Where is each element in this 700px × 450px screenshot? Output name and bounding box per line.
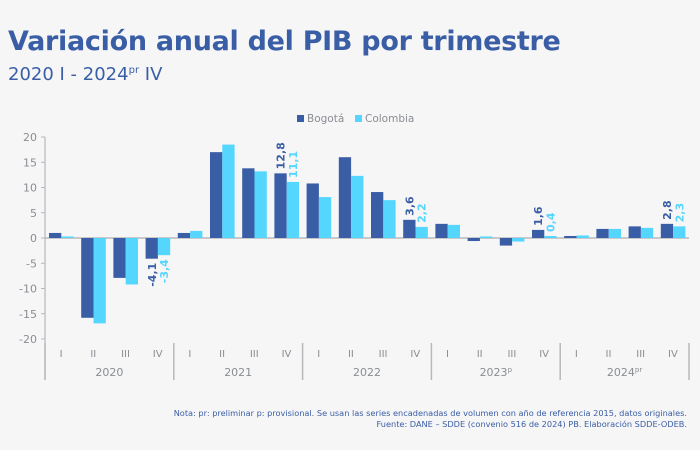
bar-colombia — [286, 181, 299, 238]
y-tick-label: 0 — [30, 232, 37, 245]
x-quarter-label: III — [379, 349, 388, 360]
bar-bogota — [371, 192, 384, 238]
y-tick-label: -5 — [26, 257, 37, 270]
x-quarter-label: IV — [410, 349, 420, 360]
x-quarter-label: IV — [282, 349, 292, 360]
x-quarter-label: III — [507, 349, 516, 360]
bar-colombia — [447, 224, 460, 238]
bar-colombia — [415, 226, 428, 238]
subtitle-main: 2020 I - 2024 — [8, 64, 129, 85]
bar-colombia — [383, 200, 396, 238]
bar-colombia — [222, 144, 235, 238]
x-quarter-label: II — [606, 349, 612, 360]
y-tick-label: 5 — [30, 207, 37, 220]
data-label-colombia: 11,1 — [287, 151, 300, 178]
bar-colombia — [576, 235, 589, 238]
y-tick-label: 15 — [23, 156, 37, 169]
note-text: Nota: pr: preliminar p: provisional. Se … — [173, 408, 687, 418]
bar-colombia — [608, 228, 621, 238]
bar-bogota — [274, 173, 287, 238]
bar-bogota — [467, 238, 480, 242]
data-label-colombia: 0,4 — [544, 212, 557, 232]
y-tick-label: 10 — [23, 182, 37, 195]
x-quarter-label: III — [250, 349, 259, 360]
subtitle-sup: pr — [128, 65, 140, 76]
bar-bogota — [145, 238, 158, 259]
bar-bogota — [532, 229, 545, 238]
x-quarter-label: IV — [668, 349, 678, 360]
bar-bogota — [306, 183, 319, 238]
data-label-bogota: 1,6 — [532, 206, 545, 226]
x-year-label: 2020 — [95, 366, 123, 379]
bar-bogota — [596, 228, 609, 238]
source-text: Fuente: DANE – SDDE (convenio 516 de 202… — [376, 419, 687, 429]
x-year-label: 2024pr — [607, 366, 642, 379]
legend-label-colombia: Colombia — [365, 113, 414, 125]
bar-colombia — [254, 171, 267, 238]
data-label-bogota: -4,1 — [146, 263, 159, 287]
x-quarter-label: I — [575, 349, 578, 360]
bar-bogota — [403, 219, 416, 238]
bar-colombia — [125, 238, 138, 285]
bar-bogota — [177, 232, 191, 238]
legend-label-bogota: Bogotá — [307, 113, 344, 125]
bar-bogota — [242, 168, 255, 238]
bar-bogota — [210, 152, 223, 238]
bar-colombia — [61, 236, 74, 238]
y-tick-label: -10 — [19, 283, 37, 296]
bar-bogota — [435, 223, 448, 238]
data-label-bogota: 12,8 — [275, 142, 288, 169]
x-quarter-label: I — [60, 349, 63, 360]
x-quarter-label: II — [477, 349, 483, 360]
bar-bogota — [49, 232, 62, 238]
x-year-label: 2021 — [224, 366, 252, 379]
bar-colombia — [640, 227, 654, 238]
data-label-colombia: -3,4 — [158, 259, 171, 283]
data-label-bogota: 2,8 — [661, 200, 674, 220]
legend-swatch-bogota — [297, 115, 304, 122]
bar-colombia — [318, 197, 332, 238]
bar-bogota — [660, 223, 674, 238]
data-label-colombia: 2,3 — [673, 203, 686, 223]
bar-colombia — [93, 238, 106, 324]
x-year-label: 2023p — [480, 366, 513, 379]
bar-bogota — [628, 226, 641, 238]
bar-bogota — [113, 238, 126, 278]
x-quarter-label: II — [219, 349, 225, 360]
bar-colombia — [512, 238, 525, 242]
legend-swatch-colombia — [355, 115, 362, 122]
subtitle-end: IV — [139, 64, 163, 85]
y-tick-label: -15 — [19, 308, 37, 321]
data-label-bogota: 3,6 — [403, 196, 416, 216]
bar-colombia — [544, 235, 557, 238]
x-quarter-label: III — [636, 349, 645, 360]
bar-colombia — [157, 238, 171, 256]
bar-bogota — [564, 235, 577, 238]
bar-colombia — [673, 226, 686, 238]
bar-bogota — [81, 238, 94, 318]
y-tick-label: 20 — [23, 131, 37, 144]
chart-subtitle: 2020 I - 2024pr IV — [8, 64, 162, 85]
chart-title: Variación anual del PIB por trimestre — [8, 26, 561, 57]
bar-bogota — [499, 238, 513, 246]
x-quarter-label: IV — [153, 349, 163, 360]
x-quarter-label: I — [317, 349, 320, 360]
y-tick-label: -20 — [19, 333, 37, 346]
bar-bogota — [338, 157, 352, 238]
x-quarter-label: II — [90, 349, 96, 360]
bar-colombia — [479, 236, 493, 238]
data-label-colombia: 2,2 — [416, 203, 429, 223]
x-quarter-label: IV — [539, 349, 549, 360]
bar-colombia — [190, 230, 203, 238]
bar-colombia — [351, 175, 364, 238]
x-quarter-label: I — [188, 349, 191, 360]
x-quarter-label: III — [121, 349, 130, 360]
x-quarter-label: II — [348, 349, 354, 360]
x-quarter-label: I — [446, 349, 449, 360]
x-year-label: 2022 — [353, 366, 381, 379]
chart-footnote: Nota: pr: preliminar p: provisional. Se … — [174, 408, 687, 430]
